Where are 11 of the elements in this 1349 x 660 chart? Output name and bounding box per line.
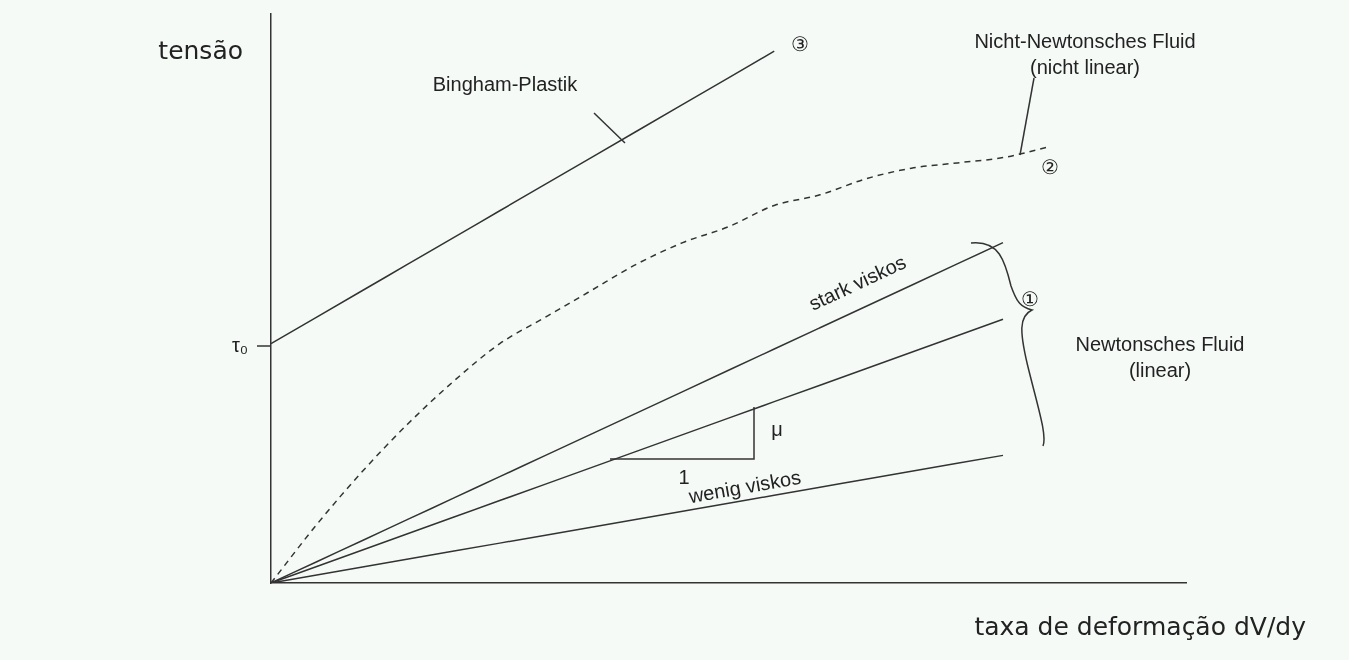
text: τ₀: [231, 333, 249, 356]
annotation: 1: [678, 465, 690, 488]
annotation: Newtonsches Fluid (linear): [1075, 332, 1245, 381]
annotation: Bingham-Plastik: [432, 72, 579, 95]
annotation: ②: [1041, 155, 1059, 178]
annotation: Nicht-Newtonsches Fluid (nicht linear): [974, 29, 1196, 78]
x-axis-title: taxa de deformação dV/dy: [974, 611, 1307, 641]
y-axis-title: tensão: [158, 35, 243, 65]
annotation: μ: [771, 417, 783, 440]
annotation: stark viskos: [805, 250, 910, 315]
annotation: ③: [791, 32, 809, 55]
